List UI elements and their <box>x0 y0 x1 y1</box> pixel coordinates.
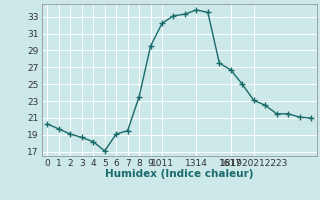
X-axis label: Humidex (Indice chaleur): Humidex (Indice chaleur) <box>105 169 253 179</box>
